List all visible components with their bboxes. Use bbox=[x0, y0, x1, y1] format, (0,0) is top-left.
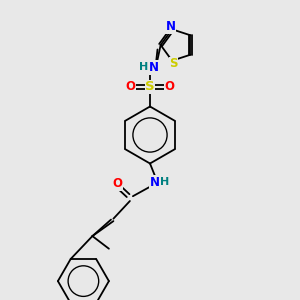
Text: S: S bbox=[169, 57, 178, 70]
Text: O: O bbox=[112, 177, 122, 190]
Text: H: H bbox=[139, 62, 148, 73]
Text: S: S bbox=[145, 80, 155, 94]
Text: N: N bbox=[148, 61, 159, 74]
Text: O: O bbox=[125, 80, 136, 94]
Text: N: N bbox=[166, 20, 176, 33]
Text: H: H bbox=[160, 177, 169, 187]
Text: N: N bbox=[150, 176, 160, 189]
Text: O: O bbox=[164, 80, 175, 94]
